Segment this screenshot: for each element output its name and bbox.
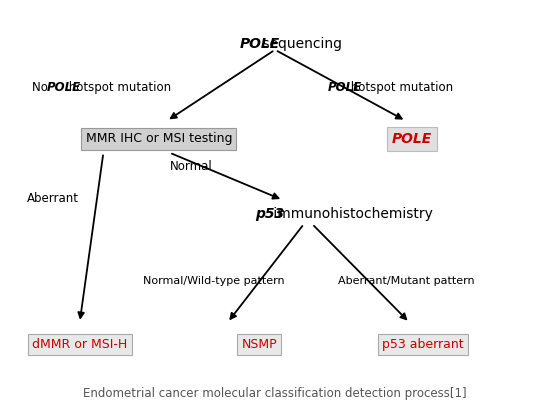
Text: p53: p53 — [255, 207, 284, 221]
Text: MMR IHC or MSI testing: MMR IHC or MSI testing — [86, 132, 232, 145]
Text: POLE: POLE — [392, 132, 432, 146]
Text: POLE: POLE — [239, 37, 279, 51]
Text: immunohistochemistry: immunohistochemistry — [269, 207, 433, 221]
Text: Aberrant: Aberrant — [27, 192, 79, 205]
Text: POLE: POLE — [328, 81, 362, 94]
Text: dMMR or MSI-H: dMMR or MSI-H — [32, 338, 127, 351]
Text: POLE: POLE — [46, 81, 80, 94]
Text: Aberrant/Mutant pattern: Aberrant/Mutant pattern — [338, 276, 475, 286]
Text: Normal/Wild-type pattern: Normal/Wild-type pattern — [143, 276, 285, 286]
Text: p53 aberrant: p53 aberrant — [382, 338, 464, 351]
Text: hotspot mutation: hotspot mutation — [65, 81, 172, 94]
Text: sequencing: sequencing — [258, 37, 342, 51]
Text: Normal: Normal — [169, 160, 212, 173]
Text: No: No — [32, 81, 52, 94]
Text: hotspot mutation: hotspot mutation — [347, 81, 453, 94]
Text: NSMP: NSMP — [241, 338, 277, 351]
Text: Endometrial cancer molecular classification detection process[1]: Endometrial cancer molecular classificat… — [83, 387, 467, 400]
